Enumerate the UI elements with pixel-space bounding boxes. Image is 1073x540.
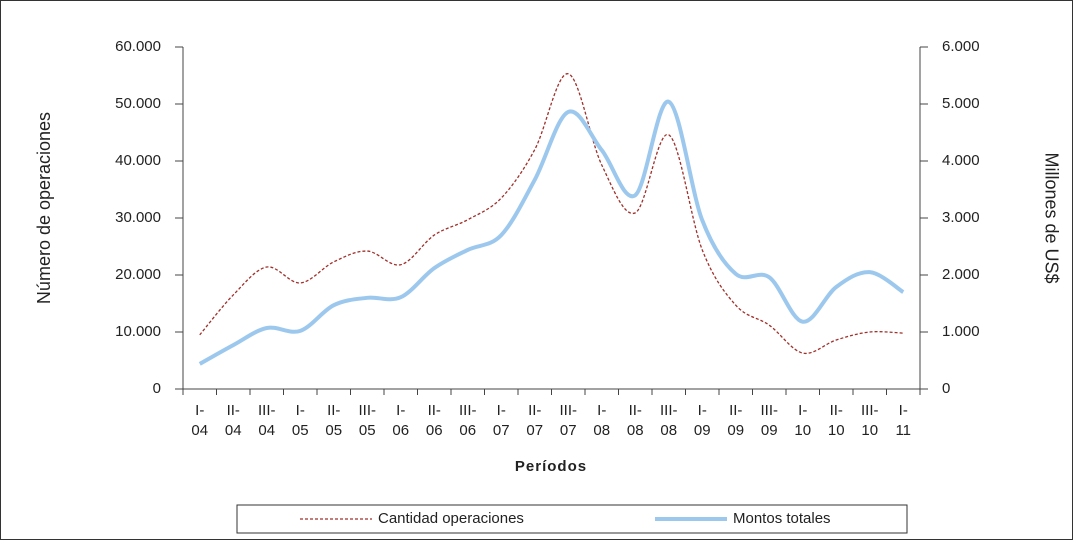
- y-tick-label: 40.000: [115, 152, 161, 169]
- y-tick-label: 10.000: [115, 323, 161, 340]
- y2-tick-label: 0: [942, 380, 950, 397]
- x-tick-label: III-05: [359, 402, 377, 439]
- x-tick-label: III-10: [861, 402, 879, 439]
- y-tick-label: 20.000: [115, 266, 161, 283]
- y2-tick-label: 5.000: [942, 95, 980, 112]
- line-series: [198, 99, 905, 366]
- x-tick-label: II-06: [426, 402, 443, 439]
- y2-tick-label: 2.000: [942, 266, 980, 283]
- x-tick-label: I-11: [895, 402, 911, 439]
- x-tick-label: III-09: [761, 402, 779, 439]
- line-series: [199, 73, 904, 355]
- y2-tick-label: 3.000: [942, 209, 980, 226]
- legend: [236, 504, 908, 534]
- x-tick-label: I-07: [493, 402, 510, 439]
- legend-label: Montos totales: [733, 510, 831, 527]
- x-tick-label: III-07: [560, 402, 578, 439]
- x-tick-label: I-08: [593, 402, 610, 439]
- x-tick-label: I-04: [191, 402, 208, 439]
- x-tick-label: I-10: [794, 402, 811, 439]
- x-tick-label: II-10: [828, 402, 845, 439]
- y-axis-title: Número de operaciones: [34, 112, 54, 304]
- x-tick-label: II-04: [225, 402, 242, 439]
- x-tick-label: II-09: [727, 402, 744, 439]
- y-tick-label: 60.000: [115, 38, 161, 55]
- x-axis-title: Períodos: [515, 458, 587, 475]
- x-tick-label: III-04: [258, 402, 276, 439]
- y2-tick-label: 6.000: [942, 38, 980, 55]
- legend-label: Cantidad operaciones: [378, 510, 524, 527]
- y-tick-label: 0: [153, 380, 161, 397]
- x-tick-label: II-05: [325, 402, 342, 439]
- x-tick-label: I-06: [392, 402, 409, 439]
- x-tick-label: II-08: [627, 402, 644, 439]
- y2-tick-label: 1.000: [942, 323, 980, 340]
- x-tick-label: I-09: [694, 402, 711, 439]
- x-tick-label: II-07: [526, 402, 543, 439]
- x-tick-label: III-06: [459, 402, 477, 439]
- x-tick-label: I-05: [292, 402, 309, 439]
- y2-tick-label: 4.000: [942, 152, 980, 169]
- x-tick-label: III-08: [660, 402, 678, 439]
- y-tick-label: 30.000: [115, 209, 161, 226]
- y-tick-label: 50.000: [115, 95, 161, 112]
- y2-axis-title: Millones de US$: [1041, 152, 1061, 283]
